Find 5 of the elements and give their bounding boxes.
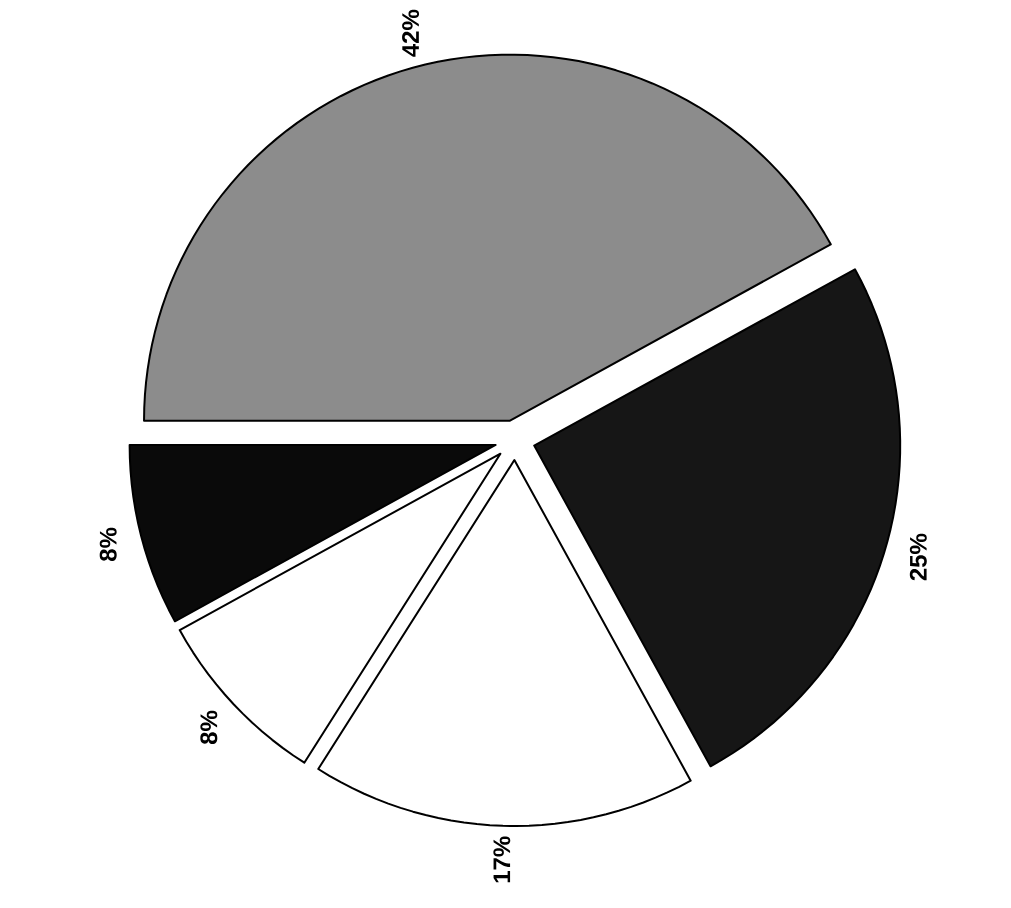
data-label: 42% xyxy=(402,9,420,57)
data-label: 8% xyxy=(99,527,117,562)
data-label: 25% xyxy=(909,533,927,581)
data-label: 8% xyxy=(200,710,218,745)
data-label: 17% xyxy=(493,836,511,883)
